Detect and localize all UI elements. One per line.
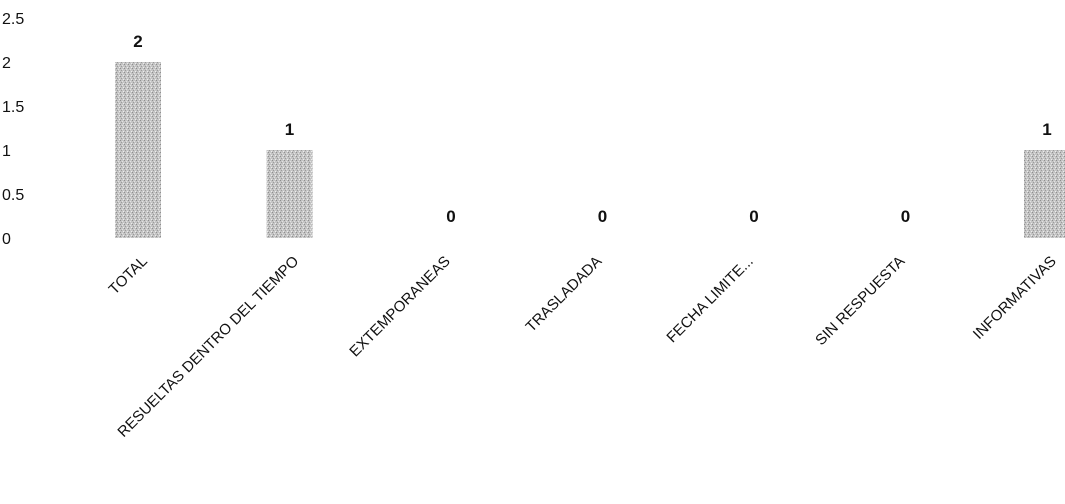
data-label: 0 (749, 207, 758, 226)
x-tick-label: TRASLADADA (523, 253, 606, 336)
bar (266, 150, 313, 238)
data-label: 0 (901, 207, 910, 226)
y-tick-label: 1 (2, 143, 11, 160)
x-tick-label: RESUELTAS DENTRO DEL TIEMPO (114, 253, 302, 441)
y-tick-label: 2.5 (2, 11, 24, 28)
bars (115, 62, 1065, 238)
data-labels: 2 1 0 0 0 0 1 (133, 32, 1051, 226)
y-tick-label: 1.5 (2, 99, 24, 116)
bar (115, 62, 161, 238)
y-tick-label: 0 (2, 231, 11, 248)
x-tick-label: FECHA LIMITE... (663, 253, 756, 346)
y-tick-label: 0.5 (2, 187, 24, 204)
x-tick-label: SIN RESPUESTA (812, 253, 908, 349)
x-tick-label: EXTEMPORANEAS (346, 253, 454, 361)
x-tick-label: INFORMATIVAS (970, 253, 1060, 343)
data-label: 0 (446, 207, 455, 226)
data-label: 2 (133, 32, 142, 51)
bar (1024, 150, 1065, 238)
y-tick-label: 2 (2, 55, 11, 72)
data-label: 0 (598, 207, 607, 226)
y-axis: 0 0.5 1 1.5 2 2.5 (2, 11, 24, 248)
data-label: 1 (1042, 120, 1051, 139)
x-tick-label: TOTAL (106, 253, 151, 298)
data-label: 1 (285, 120, 294, 139)
